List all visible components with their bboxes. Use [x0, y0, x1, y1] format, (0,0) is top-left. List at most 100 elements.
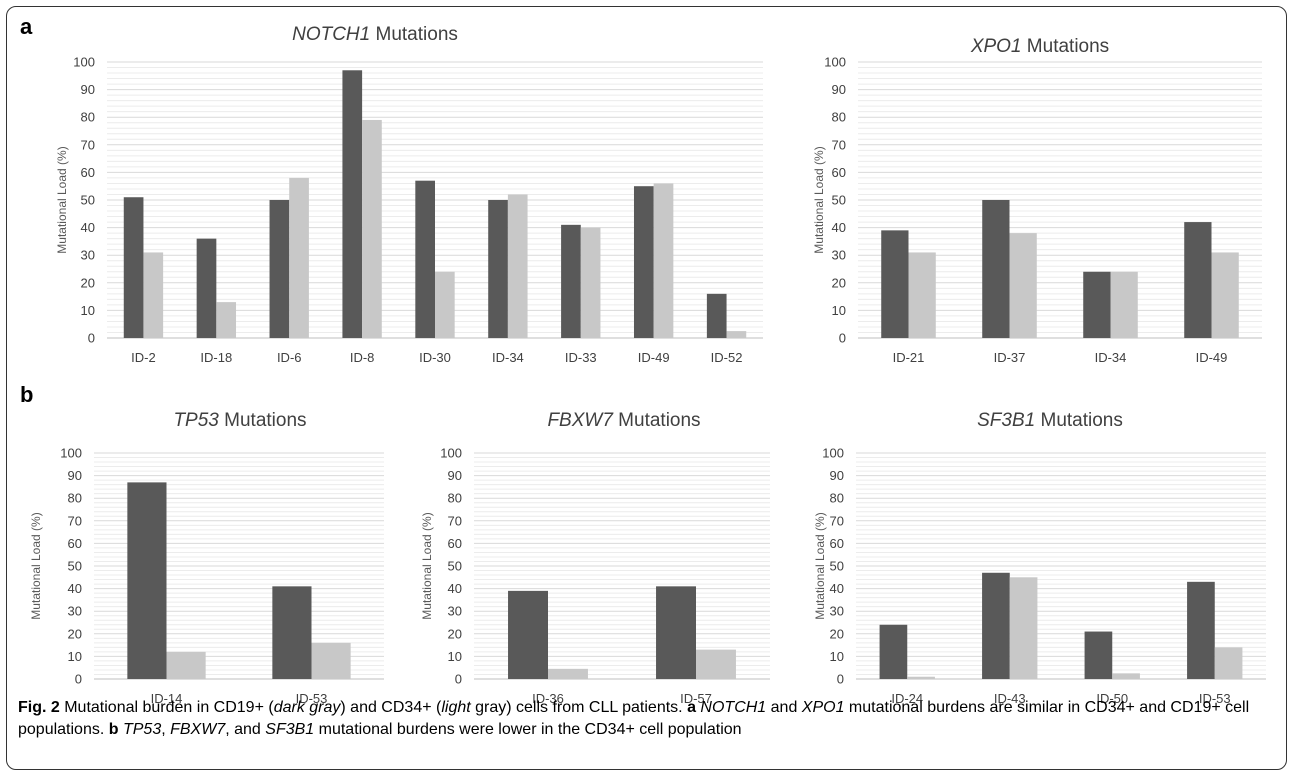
chart-title-suffix: Mutations: [219, 410, 307, 431]
bar-tp53-ID-53-cd34: [311, 642, 351, 679]
panel-label-a: a: [20, 14, 33, 39]
bar-notch1-ID-6-cd19: [269, 200, 290, 338]
y-tick-label: 30: [68, 604, 82, 619]
y-tick-label: 20: [68, 626, 82, 641]
caption-fbxw7: FBXW7: [170, 721, 226, 738]
y-tick-label: 0: [75, 672, 82, 687]
bar-tp53-ID-14-cd19: [127, 482, 167, 679]
bar-fbxw7-ID-36-cd19: [508, 590, 548, 679]
bar-notch1-ID-33-cd34: [580, 227, 601, 338]
panel-label-b: b: [20, 382, 34, 407]
chart-title-gene: FBXW7: [547, 410, 614, 431]
caption-text-6: mutational burdens are similar in CD34+ …: [18, 699, 1250, 738]
y-tick-label: 60: [68, 536, 82, 551]
bar-sf3b1-ID-43-cd19: [982, 572, 1010, 679]
x-tick-label: ID-52: [711, 350, 743, 365]
bar-notch1-ID-2-cd19: [123, 197, 144, 338]
y-tick-label: 40: [68, 581, 82, 596]
chart-title-gene: SF3B1: [977, 410, 1035, 431]
x-tick-label: ID-8: [350, 350, 375, 365]
bar-fbxw7-ID-57-cd19: [656, 586, 696, 679]
y-axis-label: Mutational Load (%): [29, 512, 43, 619]
caption-text-3: gray) cells from CLL patients.: [470, 699, 688, 716]
y-axis-label: Mutational Load (%): [813, 512, 827, 619]
y-tick-label: 80: [68, 491, 82, 506]
caption-text-10: mutational burdens were lower in the CD3…: [314, 721, 742, 738]
x-tick-label: ID-57: [680, 691, 712, 706]
y-tick-label: 50: [448, 559, 462, 574]
bar-tp53-ID-14-cd34: [166, 651, 206, 679]
caption-label-b: b: [108, 721, 119, 738]
bar-sf3b1-ID-24-cd34: [907, 676, 935, 679]
caption-label-a: a: [687, 699, 696, 716]
y-tick-label: 10: [68, 649, 82, 664]
y-tick-label: 100: [824, 55, 846, 70]
x-tick-label: ID-49: [1196, 350, 1228, 365]
y-tick-label: 60: [81, 165, 95, 180]
y-tick-label: 30: [832, 248, 846, 263]
y-tick-label: 50: [830, 559, 844, 574]
x-tick-label: ID-53: [296, 691, 328, 706]
x-tick-label: ID-34: [492, 350, 524, 365]
y-tick-label: 40: [81, 220, 95, 235]
y-tick-label: 60: [448, 536, 462, 551]
y-tick-label: 100: [60, 446, 82, 461]
bar-sf3b1-ID-50-cd19: [1084, 631, 1113, 679]
bar-notch1-ID-52-cd34: [726, 331, 747, 338]
y-tick-label: 30: [448, 604, 462, 619]
caption-text-2: ) and CD34+ (: [340, 699, 442, 716]
y-tick-label: 90: [81, 82, 95, 97]
y-tick-label: 20: [832, 275, 846, 290]
x-tick-label: ID-2: [131, 350, 156, 365]
caption-dark-gray: dark gray: [273, 699, 341, 716]
y-tick-label: 100: [822, 446, 844, 461]
bar-notch1-ID-33-cd19: [561, 224, 581, 338]
caption-sf3b1: SF3B1: [265, 721, 315, 738]
bar-xpo1-ID-21-cd19: [881, 230, 909, 338]
y-tick-label: 90: [832, 82, 846, 97]
y-tick-label: 30: [830, 604, 844, 619]
bar-xpo1-ID-49-cd34: [1211, 252, 1239, 338]
y-tick-label: 100: [73, 55, 95, 70]
bar-sf3b1-ID-50-cd34: [1112, 673, 1140, 679]
bar-xpo1-ID-34-cd19: [1083, 271, 1111, 338]
chart-title-gene: NOTCH1: [292, 24, 370, 45]
bar-notch1-ID-18-cd19: [196, 238, 217, 338]
x-tick-label: ID-30: [419, 350, 451, 365]
x-tick-label: ID-21: [893, 350, 925, 365]
y-tick-label: 10: [448, 649, 462, 664]
bar-notch1-ID-49-cd19: [633, 186, 654, 338]
y-tick-label: 30: [81, 248, 95, 263]
bar-notch1-ID-52-cd19: [706, 293, 727, 338]
y-tick-label: 70: [832, 137, 846, 152]
bar-sf3b1-ID-53-cd34: [1214, 647, 1243, 679]
chart-title-notch1: NOTCH1 Mutations: [292, 24, 458, 45]
chart-title-suffix: Mutations: [613, 410, 701, 431]
x-tick-label: ID-24: [891, 691, 923, 706]
bar-xpo1-ID-37-cd34: [1009, 233, 1037, 338]
bar-notch1-ID-34-cd19: [488, 200, 508, 338]
bar-xpo1-ID-37-cd19: [982, 200, 1010, 338]
chart-title-sf3b1: SF3B1 Mutations: [977, 410, 1123, 431]
bar-fbxw7-ID-36-cd34: [548, 668, 588, 679]
figure-caption: Fig. 2 Mutational burden in CD19+ (dark …: [18, 697, 1278, 741]
y-tick-label: 80: [832, 110, 846, 125]
x-tick-label: ID-14: [151, 691, 183, 706]
y-tick-label: 50: [832, 193, 846, 208]
chart-title-suffix: Mutations: [370, 24, 458, 45]
caption-light: light: [441, 699, 471, 716]
y-tick-label: 40: [830, 581, 844, 596]
y-tick-label: 100: [440, 446, 462, 461]
y-tick-label: 40: [448, 581, 462, 596]
caption-text-5: and: [766, 699, 802, 716]
y-tick-label: 10: [830, 649, 844, 664]
x-tick-label: ID-50: [1096, 691, 1128, 706]
caption-fig-label: Fig. 2: [18, 699, 60, 716]
y-axis-label: Mutational Load (%): [812, 146, 826, 253]
chart-sf3b1: 0 10 20 30 40 50 60 70 80 90 100 ID-24 ID-43 ID-50 ID-…: [813, 410, 1266, 706]
chart-xpo1: 0 10 20 30 40 50 60 70 80 90 100 ID-21 ID-37 ID-34 ID-…: [812, 36, 1262, 365]
bar-notch1-ID-6-cd34: [289, 177, 309, 338]
bar-notch1-ID-49-cd34: [653, 183, 674, 338]
y-axis-label: Mutational Load (%): [420, 512, 434, 619]
